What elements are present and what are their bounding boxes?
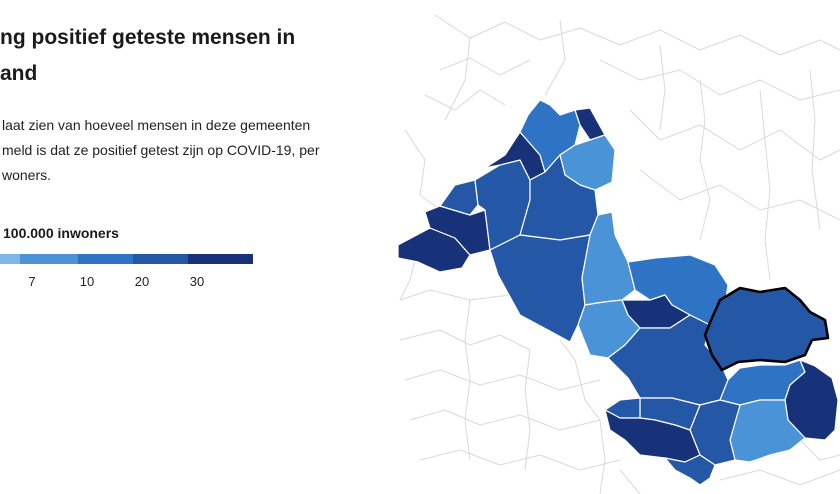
region-south-east-dark	[784, 359, 839, 441]
legend-tick-30: 30	[189, 274, 205, 289]
description-line-2: meld is dat ze positief getest zijn op C…	[2, 142, 320, 158]
region-achterhoek-highlight	[704, 287, 829, 371]
highlight-outline	[703, 286, 830, 372]
legend-swatch-3	[78, 254, 133, 264]
legend-tick-7: 7	[28, 274, 36, 289]
region-north-dark-tip	[574, 107, 606, 141]
region-river-area	[489, 234, 591, 343]
legend-title: 100.000 inwoners	[3, 225, 119, 241]
legend-swatch-5	[188, 254, 253, 264]
description-line-1: laat zien van hoeveel mensen in deze gem…	[2, 117, 311, 133]
legend-swatch-4	[133, 254, 188, 264]
legend-swatch-1	[0, 254, 20, 264]
legend-swatch-2	[20, 254, 78, 264]
legend-color-scale	[0, 254, 253, 264]
description-line-3: woners.	[2, 167, 52, 183]
region-north-central	[519, 154, 599, 241]
map-description: laat zien van hoeveel mensen in deze gem…	[2, 113, 382, 188]
page-title: ng positief geteste mensen in and	[0, 20, 380, 92]
title-line-1: ng positief geteste mensen in	[0, 26, 296, 49]
legend-tick-20: 20	[134, 274, 150, 289]
legend-tick-10: 10	[79, 274, 95, 289]
title-line-2: and	[0, 62, 38, 85]
surrounding-municipality-lines	[399, 14, 840, 494]
region-south-bottom	[664, 454, 716, 486]
region-fills	[397, 99, 839, 486]
